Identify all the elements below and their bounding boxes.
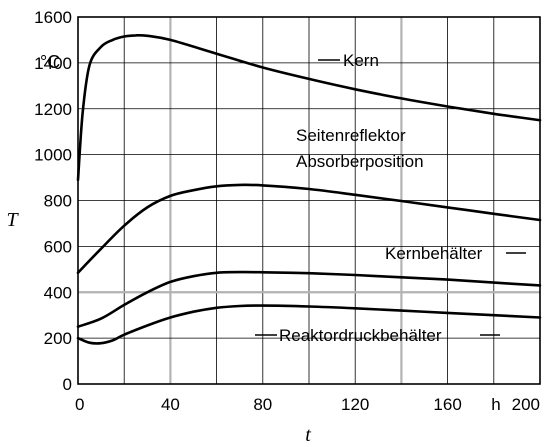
y-tick-label: 600 — [44, 237, 72, 256]
y-tick-labels: 0 200 400 600 800 1000 1200 1400 1600 — [34, 8, 72, 394]
x-tick-label: 200 — [512, 395, 540, 414]
series-line-kern — [76, 33, 542, 182]
y-tick-label: 1600 — [34, 8, 72, 27]
x-unit-label: h — [491, 395, 500, 414]
x-tick-labels: 0 40 80 120 160 200 — [75, 395, 540, 414]
series-label-reaktordruckbehaelter: Reaktordruckbehälter — [279, 326, 442, 345]
x-tick-label: 80 — [253, 395, 272, 414]
plot-frame — [77, 16, 541, 385]
y-tick-label: 0 — [63, 375, 72, 394]
series-label-kernbehaelter: Kernbehälter — [385, 244, 483, 263]
series-line-seitenreflektor — [76, 183, 542, 275]
x-axis-title: t — [305, 424, 311, 446]
x-tick-label: 120 — [341, 395, 369, 414]
y-axis-title: T — [6, 209, 19, 231]
y-tick-label: 1200 — [34, 100, 72, 119]
series-curves — [76, 33, 542, 345]
series-line-kernbehaelter — [76, 270, 542, 328]
series-line-reaktordruckbehaelter — [76, 304, 542, 345]
y-tick-label: 200 — [44, 329, 72, 348]
series-label-seitenreflektor-line2: Absorberposition — [296, 152, 424, 171]
x-tick-label: 0 — [75, 395, 84, 414]
x-tick-label: 160 — [433, 395, 461, 414]
series-label-seitenreflektor-line1: Seitenreflektor — [296, 126, 406, 145]
y-tick-label: 800 — [44, 192, 72, 211]
y-tick-label: 400 — [44, 283, 72, 302]
y-tick-label: 1400 — [34, 54, 72, 73]
y-unit-label: °C — [40, 52, 60, 72]
series-label-kern: Kern — [343, 51, 379, 70]
x-tick-label: 40 — [161, 395, 180, 414]
grid-lines — [78, 17, 540, 384]
y-tick-label: 1000 — [34, 146, 72, 165]
